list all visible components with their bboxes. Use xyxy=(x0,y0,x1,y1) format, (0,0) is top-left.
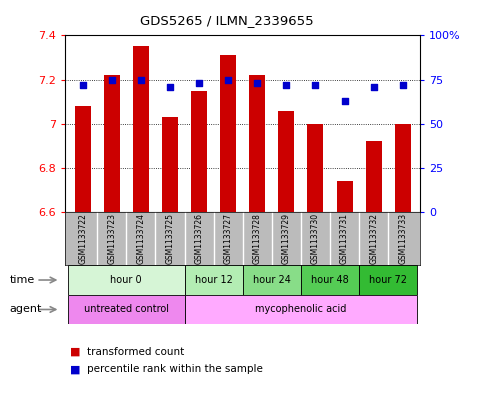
Bar xyxy=(337,181,353,212)
Bar xyxy=(249,75,265,212)
Bar xyxy=(185,265,243,295)
Text: GSM1133727: GSM1133727 xyxy=(224,213,233,264)
Bar xyxy=(75,106,91,212)
Bar xyxy=(162,117,178,212)
Point xyxy=(370,84,378,90)
Text: percentile rank within the sample: percentile rank within the sample xyxy=(87,364,263,375)
Point xyxy=(108,77,115,83)
Text: GSM1133726: GSM1133726 xyxy=(195,213,203,264)
Bar xyxy=(68,295,185,324)
Point xyxy=(79,82,86,88)
Text: ■: ■ xyxy=(70,364,81,375)
Bar xyxy=(185,295,417,324)
Text: GSM1133730: GSM1133730 xyxy=(311,213,320,264)
Bar xyxy=(104,75,120,212)
Point xyxy=(283,82,290,88)
Point xyxy=(399,82,407,88)
Text: hour 48: hour 48 xyxy=(311,275,349,285)
Bar xyxy=(220,55,236,212)
Text: GSM1133724: GSM1133724 xyxy=(136,213,145,264)
Bar xyxy=(243,265,301,295)
Text: hour 12: hour 12 xyxy=(195,275,232,285)
Bar xyxy=(301,265,359,295)
Text: hour 24: hour 24 xyxy=(253,275,291,285)
Bar xyxy=(359,265,417,295)
Text: GSM1133728: GSM1133728 xyxy=(253,213,262,264)
Text: transformed count: transformed count xyxy=(87,347,184,357)
Text: GSM1133725: GSM1133725 xyxy=(166,213,174,264)
Text: GSM1133723: GSM1133723 xyxy=(107,213,116,264)
Text: GSM1133729: GSM1133729 xyxy=(282,213,291,264)
Text: untreated control: untreated control xyxy=(84,305,169,314)
Text: hour 72: hour 72 xyxy=(369,275,407,285)
Text: time: time xyxy=(10,275,35,285)
Point xyxy=(195,80,203,86)
Bar xyxy=(366,141,382,212)
Text: GDS5265 / ILMN_2339655: GDS5265 / ILMN_2339655 xyxy=(140,14,314,27)
Bar xyxy=(308,124,324,212)
Bar xyxy=(68,265,185,295)
Point xyxy=(341,98,348,104)
Bar xyxy=(133,46,149,212)
Text: GSM1133722: GSM1133722 xyxy=(78,213,87,264)
Text: hour 0: hour 0 xyxy=(111,275,142,285)
Bar xyxy=(191,91,207,212)
Point xyxy=(254,80,261,86)
Text: GSM1133731: GSM1133731 xyxy=(340,213,349,264)
Text: GSM1133733: GSM1133733 xyxy=(398,213,407,264)
Bar xyxy=(278,110,294,212)
Text: agent: agent xyxy=(10,305,42,314)
Point xyxy=(137,77,145,83)
Bar xyxy=(395,124,411,212)
Point xyxy=(166,84,174,90)
Point xyxy=(224,77,232,83)
Text: GSM1133732: GSM1133732 xyxy=(369,213,378,264)
Text: ■: ■ xyxy=(70,347,81,357)
Text: mycophenolic acid: mycophenolic acid xyxy=(255,305,347,314)
Point xyxy=(312,82,319,88)
